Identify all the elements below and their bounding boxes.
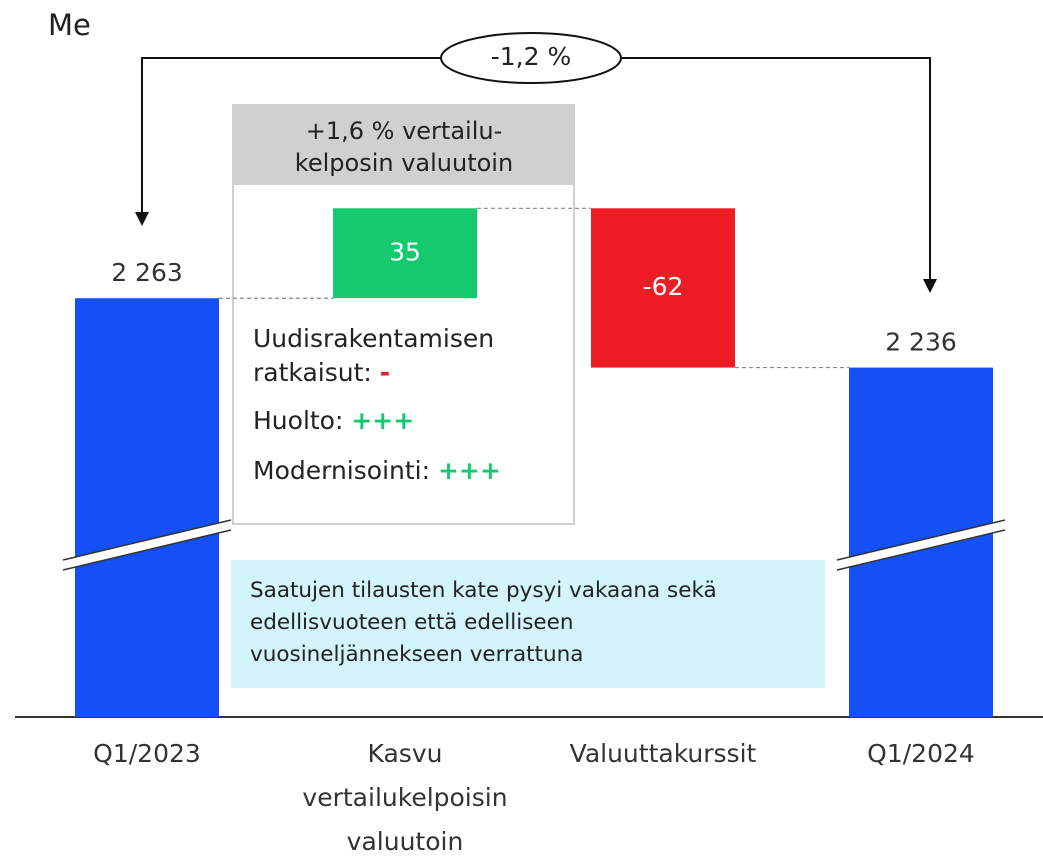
arrow-left (141, 57, 441, 212)
x-tick-label: Q1/2024 (867, 739, 975, 768)
axis-break (63, 520, 231, 570)
x-tick-label: Kasvu vertailukelpoisin valuutoin (302, 739, 508, 856)
arrow-right (621, 57, 931, 279)
box-item: Uudisrakentamisen ratkaisut: - (253, 322, 563, 390)
bar (333, 208, 477, 299)
axis-break (836, 529, 1006, 571)
item-mark: +++ (437, 456, 501, 485)
info-box-header (233, 105, 574, 185)
note-box (231, 560, 825, 688)
annotation-ellipse (440, 32, 622, 84)
item-label: Uudisrakentamisen ratkaisut: (253, 324, 495, 387)
note: Saatujen tilausten kate pysyi vakaana se… (250, 578, 717, 667)
axis-break (62, 519, 232, 561)
change-arrows (141, 32, 931, 279)
axis-break (837, 520, 1005, 570)
bar (591, 208, 735, 368)
item-mark: +++ (351, 406, 415, 435)
box-item: Huolto: +++ (253, 404, 563, 438)
arrow-head (923, 279, 937, 293)
value-label: -62 (643, 272, 684, 301)
change-annotation: -1,2 % (491, 42, 571, 71)
value-label: 2 263 (111, 258, 183, 287)
x-tick-label: Valuuttakurssit (569, 739, 757, 768)
box-title: kelposin valuutoin (295, 149, 513, 177)
item-label: Modernisointi: (253, 456, 431, 485)
bar (75, 298, 219, 717)
arrow-head (135, 212, 149, 226)
axis-break (62, 529, 232, 571)
box-items: Uudisrakentamisen ratkaisut: - Huolto: ++… (253, 322, 563, 504)
item-label: Huolto: (253, 406, 344, 435)
x-tick-label: Q1/2023 (93, 739, 201, 768)
value-label: 35 (389, 237, 421, 266)
unit-label: Me (48, 8, 91, 42)
item-mark: - (379, 358, 391, 387)
box-title: +1,6 % vertailu- (306, 117, 503, 145)
axis-break (836, 519, 1006, 561)
box-item: Modernisointi: +++ (253, 454, 563, 488)
value-label: 2 236 (885, 328, 957, 357)
